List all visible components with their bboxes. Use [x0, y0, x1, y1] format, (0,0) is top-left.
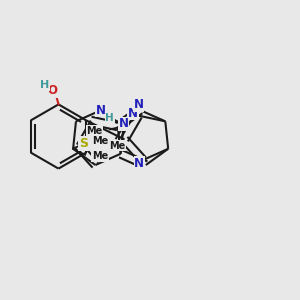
Text: Me: Me: [86, 126, 103, 136]
Text: N: N: [134, 98, 144, 111]
Text: N: N: [96, 103, 106, 117]
Text: Me: Me: [92, 151, 108, 161]
Text: H: H: [40, 80, 50, 91]
Text: Me: Me: [109, 141, 125, 151]
Text: N: N: [128, 107, 138, 120]
Text: H: H: [105, 113, 114, 123]
Text: N: N: [134, 157, 144, 170]
Text: O: O: [47, 84, 58, 97]
Text: S: S: [79, 137, 88, 150]
Text: Me: Me: [92, 136, 108, 146]
Text: N: N: [119, 117, 129, 130]
